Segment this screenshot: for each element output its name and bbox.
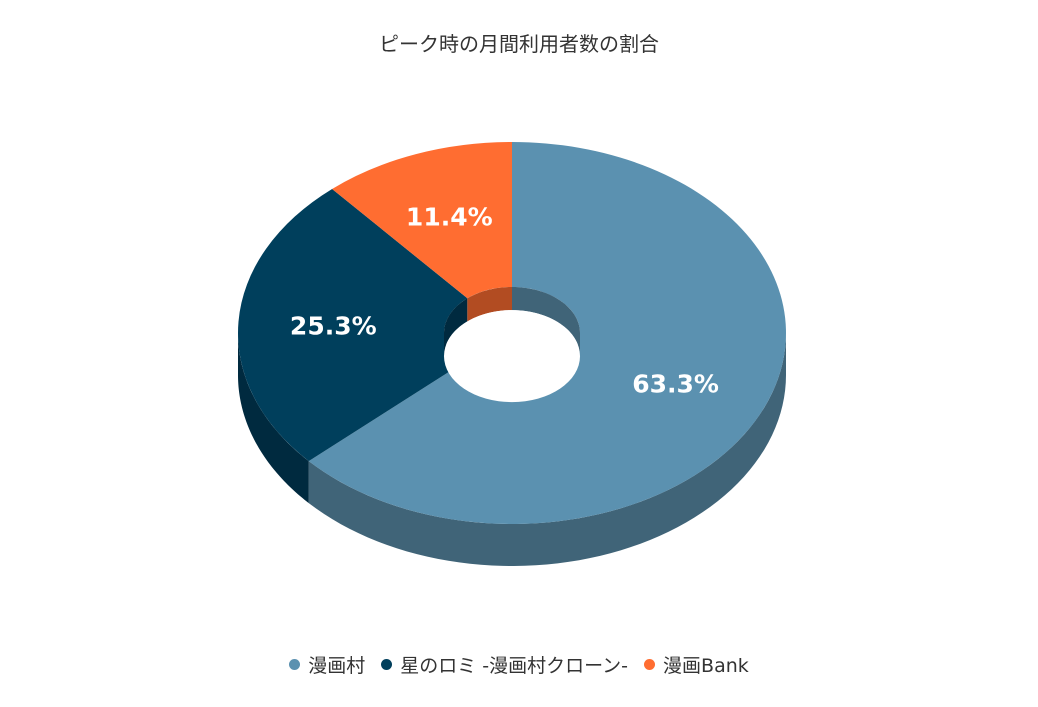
slice-2[interactable] [332, 142, 512, 299]
legend: 漫画村 星のロミ -漫画村クローン- 漫画Bank [0, 651, 1038, 678]
data-label-2: 11.4% [406, 202, 493, 231]
legend-item-mangabank[interactable]: 漫画Bank [644, 651, 749, 678]
legend-swatch [644, 659, 656, 670]
legend-item-mangamura[interactable]: 漫画村 [289, 651, 365, 678]
inner-wall-2-0 [467, 287, 512, 322]
hole-opening [444, 310, 580, 403]
legend-swatch [289, 659, 301, 670]
slice-1[interactable] [237, 188, 468, 462]
side-wall-0 [308, 333, 786, 566]
data-label-0: 63.3% [632, 370, 719, 399]
slice-0[interactable] [308, 142, 786, 524]
legend-label: 漫画Bank [663, 655, 749, 677]
chart-title: ピーク時の月間利用者数の割合 [379, 32, 659, 56]
data-label-1: 25.3% [290, 312, 377, 341]
data-labels: 63.3% 25.3% 11.4% [290, 202, 719, 398]
donut-side-walls [238, 333, 786, 566]
donut-hole [444, 287, 580, 403]
legend-label: 星のロミ -漫画村クローン- [400, 655, 629, 677]
legend-item-hoshinoromi[interactable]: 星のロミ -漫画村クローン- [381, 651, 628, 678]
inner-wall-0-1 [512, 287, 580, 357]
legend-label: 漫画村 [308, 655, 366, 677]
side-wall-1 [238, 333, 309, 504]
inner-wall-1-0 [444, 298, 468, 357]
legend-swatch [381, 659, 393, 670]
donut-top-faces [237, 142, 786, 524]
